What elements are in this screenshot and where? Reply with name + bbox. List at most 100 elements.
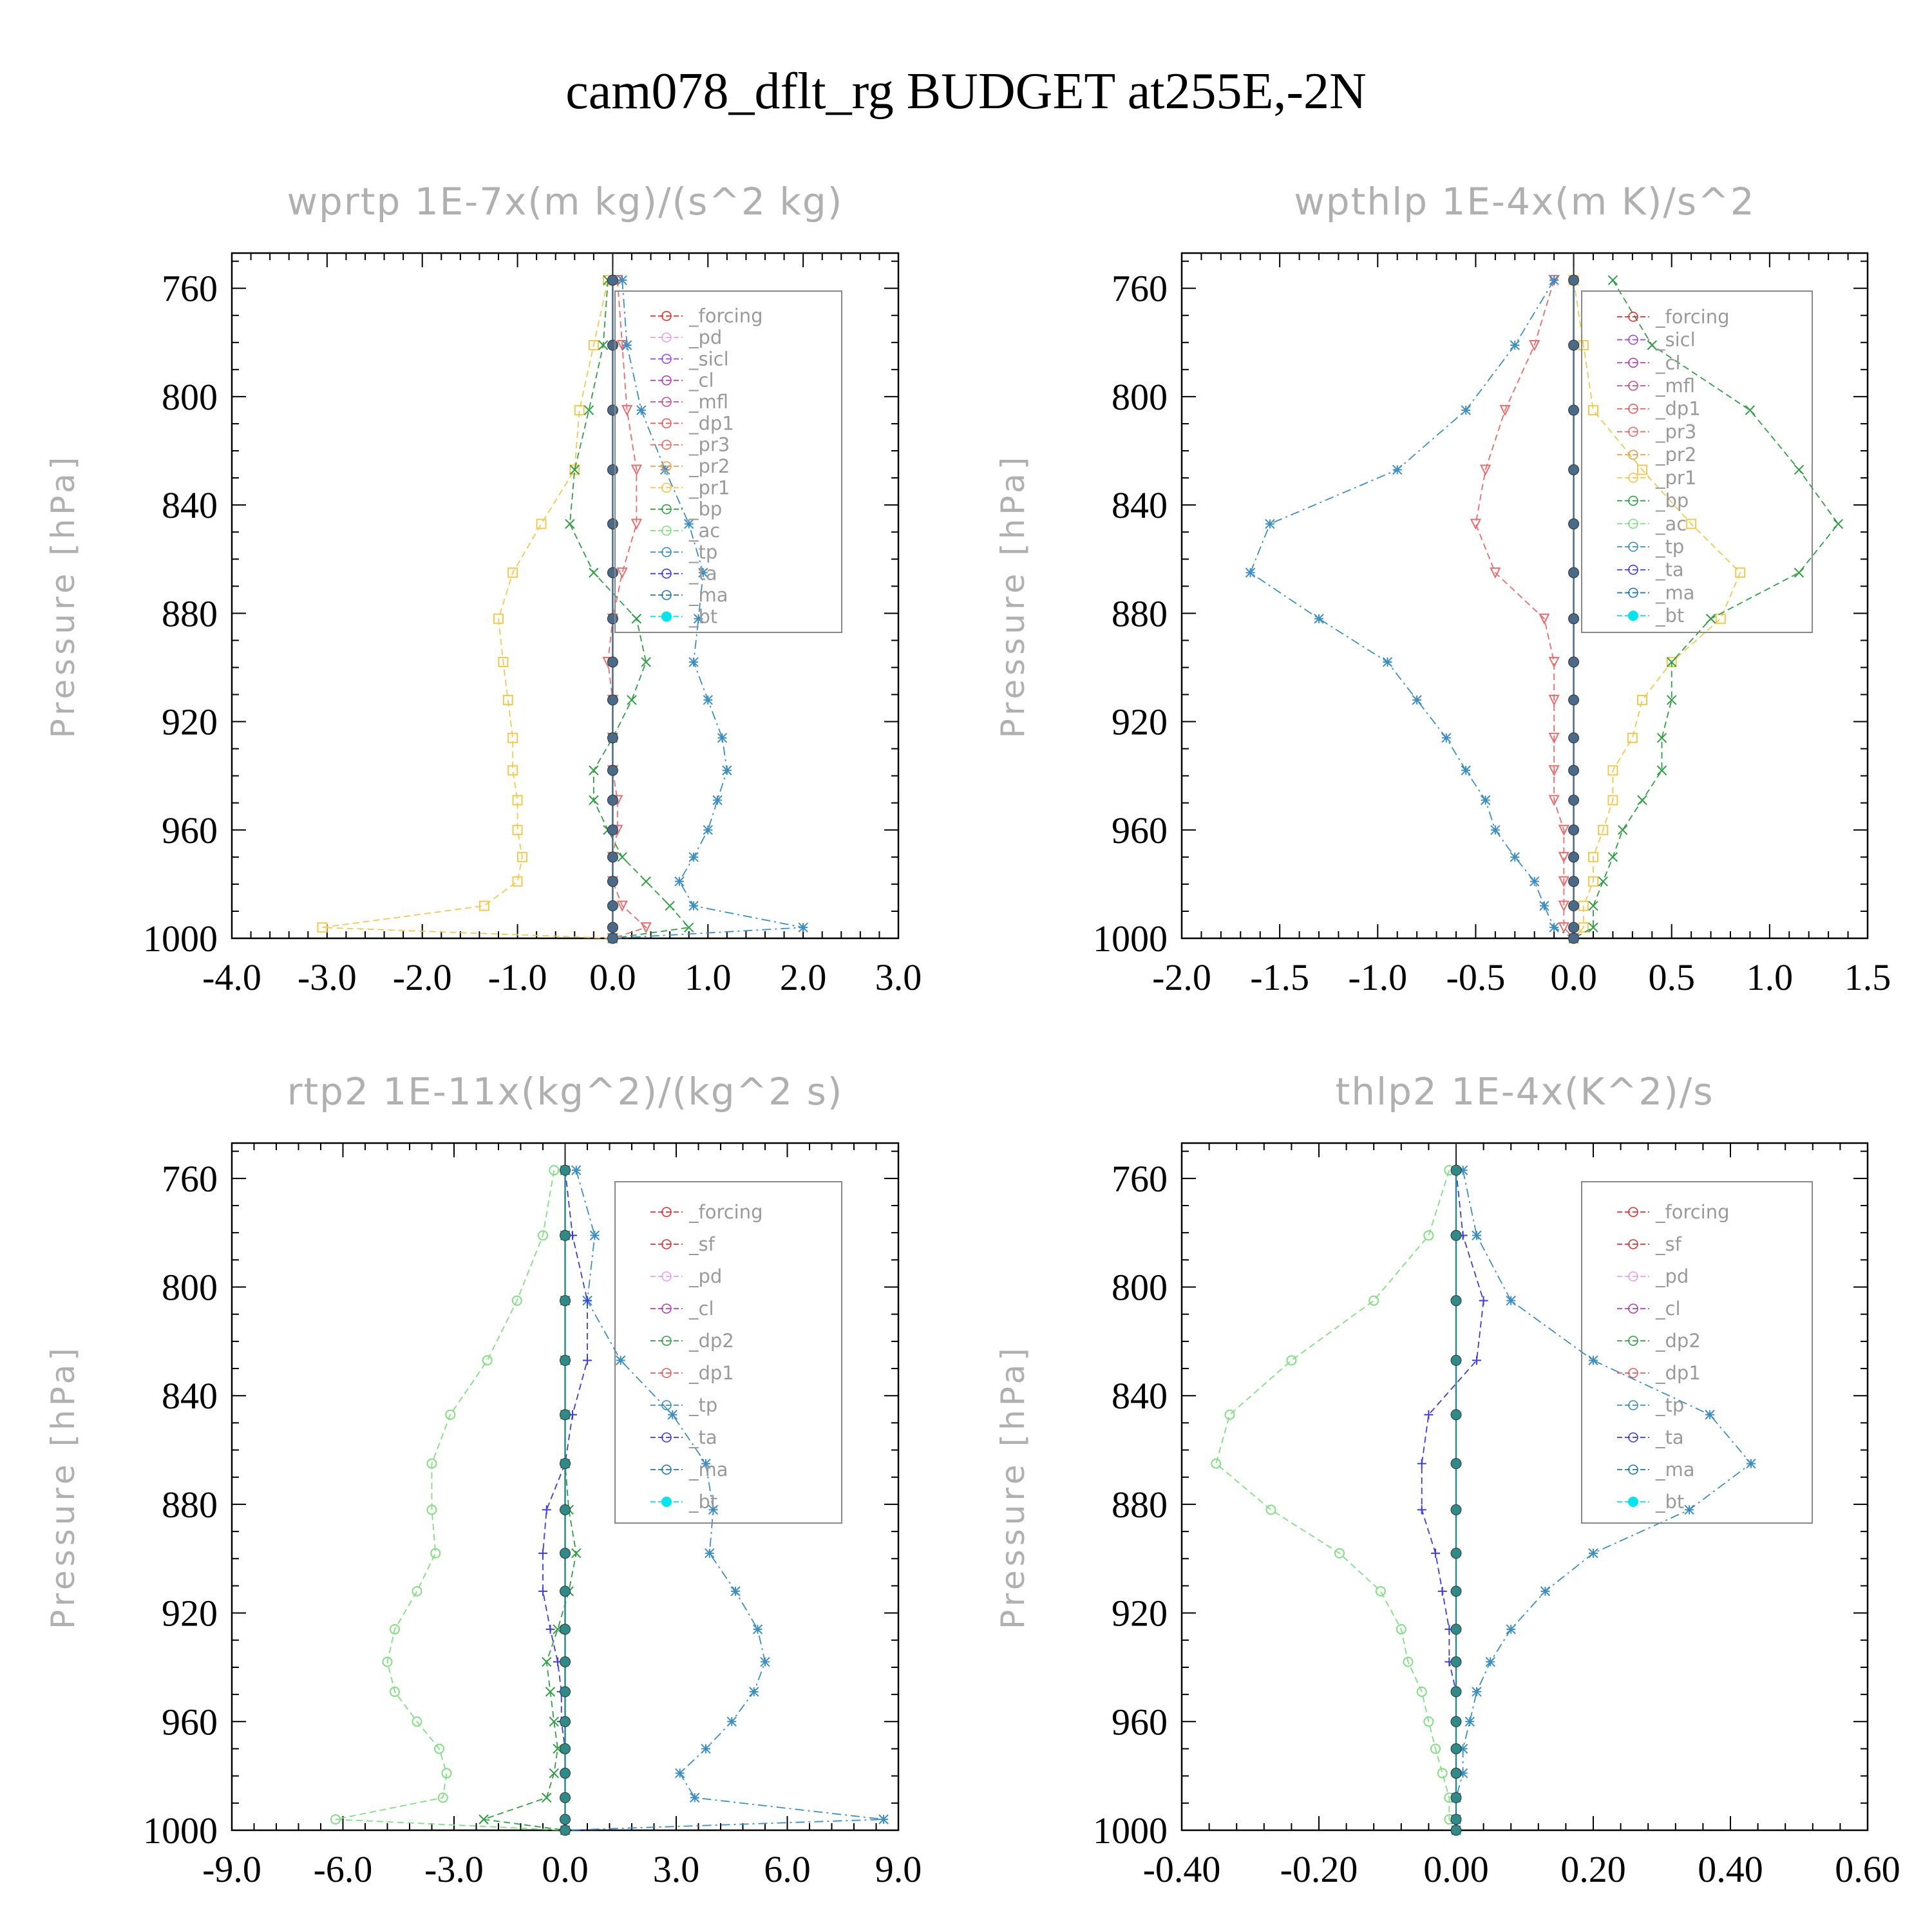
data-point — [1450, 1792, 1462, 1803]
legend-marker — [1628, 312, 1638, 322]
data-point — [717, 733, 728, 743]
data-point — [607, 694, 618, 706]
data-point — [549, 1768, 559, 1779]
y-tick-label: 840 — [162, 1375, 218, 1417]
data-point — [1424, 1410, 1434, 1419]
data-point — [607, 900, 618, 912]
plot-frame — [1180, 1142, 1869, 1832]
data-point — [1568, 656, 1580, 668]
data-point — [1450, 1354, 1462, 1366]
data-point — [1461, 765, 1471, 775]
data-point — [1588, 922, 1598, 933]
data-point — [1529, 339, 1540, 352]
data-point — [1450, 1295, 1462, 1307]
data-point — [616, 567, 628, 579]
data-point — [511, 1295, 522, 1306]
series-line — [1215, 1170, 1457, 1831]
data-point — [1568, 922, 1580, 933]
legend-marker — [661, 397, 672, 407]
data-point — [598, 340, 609, 350]
data-point — [1472, 1687, 1482, 1697]
data-point — [1647, 340, 1657, 350]
data-point — [1450, 1586, 1462, 1597]
panel-title: wprtp 1E-7x(m kg)/(s^2 kg) — [287, 180, 844, 223]
y-tick-label: 1000 — [1093, 1810, 1168, 1852]
data-point — [1558, 900, 1569, 912]
x-tick-label: -0.40 — [1143, 1848, 1221, 1890]
x-tick-label: -2.0 — [1152, 956, 1211, 998]
legend: _forcing _sf _pd _cl _dp2 _dp1 _tp _ta _ma _bt — [1581, 1181, 1813, 1524]
data-point — [1506, 1624, 1516, 1634]
data-point — [1568, 274, 1580, 286]
data-point — [607, 876, 618, 887]
legend-marker — [1628, 495, 1638, 506]
data-point — [1607, 275, 1618, 285]
data-point — [660, 464, 670, 475]
plot-frame — [231, 252, 900, 940]
data-point — [607, 795, 618, 806]
legend-marker — [1628, 1432, 1638, 1443]
data-point — [1396, 1624, 1406, 1634]
series-tp — [1451, 1165, 1756, 1835]
data-point — [1684, 1504, 1694, 1515]
legend-marker — [661, 504, 672, 515]
data-point — [1568, 567, 1580, 578]
data-point — [760, 1656, 770, 1667]
series-bp — [1568, 275, 1844, 943]
legend-label: _dp2 — [1655, 1330, 1701, 1352]
data-point — [441, 1768, 452, 1779]
data-point — [560, 1792, 571, 1803]
y-tick-label: 800 — [162, 376, 218, 418]
data-point — [1735, 567, 1746, 578]
data-point — [667, 1410, 677, 1420]
legend-label: _pr2 — [1655, 444, 1696, 466]
y-tick-label: 920 — [1112, 1593, 1168, 1634]
legend-label: _pr1 — [1655, 467, 1696, 489]
legend-marker — [1628, 564, 1638, 575]
data-point — [430, 1548, 441, 1558]
data-point — [560, 1164, 571, 1176]
legend-box — [614, 1181, 842, 1524]
x-tick-label: -0.5 — [1446, 956, 1506, 998]
y-tick-label: 840 — [1112, 1375, 1168, 1417]
data-point — [641, 657, 651, 667]
data-point — [1588, 900, 1598, 911]
series-ta — [1417, 1166, 1488, 1835]
x-tick-label: -3.0 — [424, 1848, 484, 1890]
legend-label: _mfl — [688, 391, 728, 413]
legend-marker — [1628, 1400, 1638, 1410]
data-point — [390, 1686, 400, 1697]
y-tick-label: 880 — [162, 592, 218, 634]
x-tick-label: -9.0 — [202, 1848, 261, 1890]
data-point — [1568, 694, 1580, 706]
x-tick-label: 1.0 — [685, 956, 732, 998]
data-point — [560, 1814, 571, 1825]
series-line — [542, 1170, 588, 1830]
series-tp — [607, 275, 808, 943]
legend-label: _bt — [688, 1491, 717, 1513]
data-point — [1464, 1716, 1475, 1727]
series-dp1 — [330, 1165, 571, 1835]
legend-label: _dp2 — [688, 1330, 734, 1352]
y-tick-label: 800 — [162, 1267, 218, 1309]
data-point — [542, 1656, 552, 1667]
legend-marker — [661, 461, 672, 471]
data-point — [607, 851, 618, 863]
data-point — [1794, 567, 1804, 578]
y-tick-label: 920 — [162, 701, 218, 743]
data-point — [478, 900, 489, 911]
legend-marker — [1628, 357, 1638, 368]
data-point — [583, 1296, 592, 1305]
data-point — [1490, 567, 1501, 579]
data-point — [549, 1165, 560, 1176]
data-point — [617, 275, 627, 285]
legend-marker — [661, 568, 672, 579]
data-point — [560, 1767, 571, 1779]
x-tick-label: 0.60 — [1835, 1848, 1900, 1890]
legend-label: _dp1 — [1655, 1362, 1701, 1384]
legend-marker — [661, 1207, 672, 1217]
legend-marker — [1628, 473, 1638, 483]
legend-marker — [661, 332, 672, 343]
data-point — [507, 732, 518, 743]
